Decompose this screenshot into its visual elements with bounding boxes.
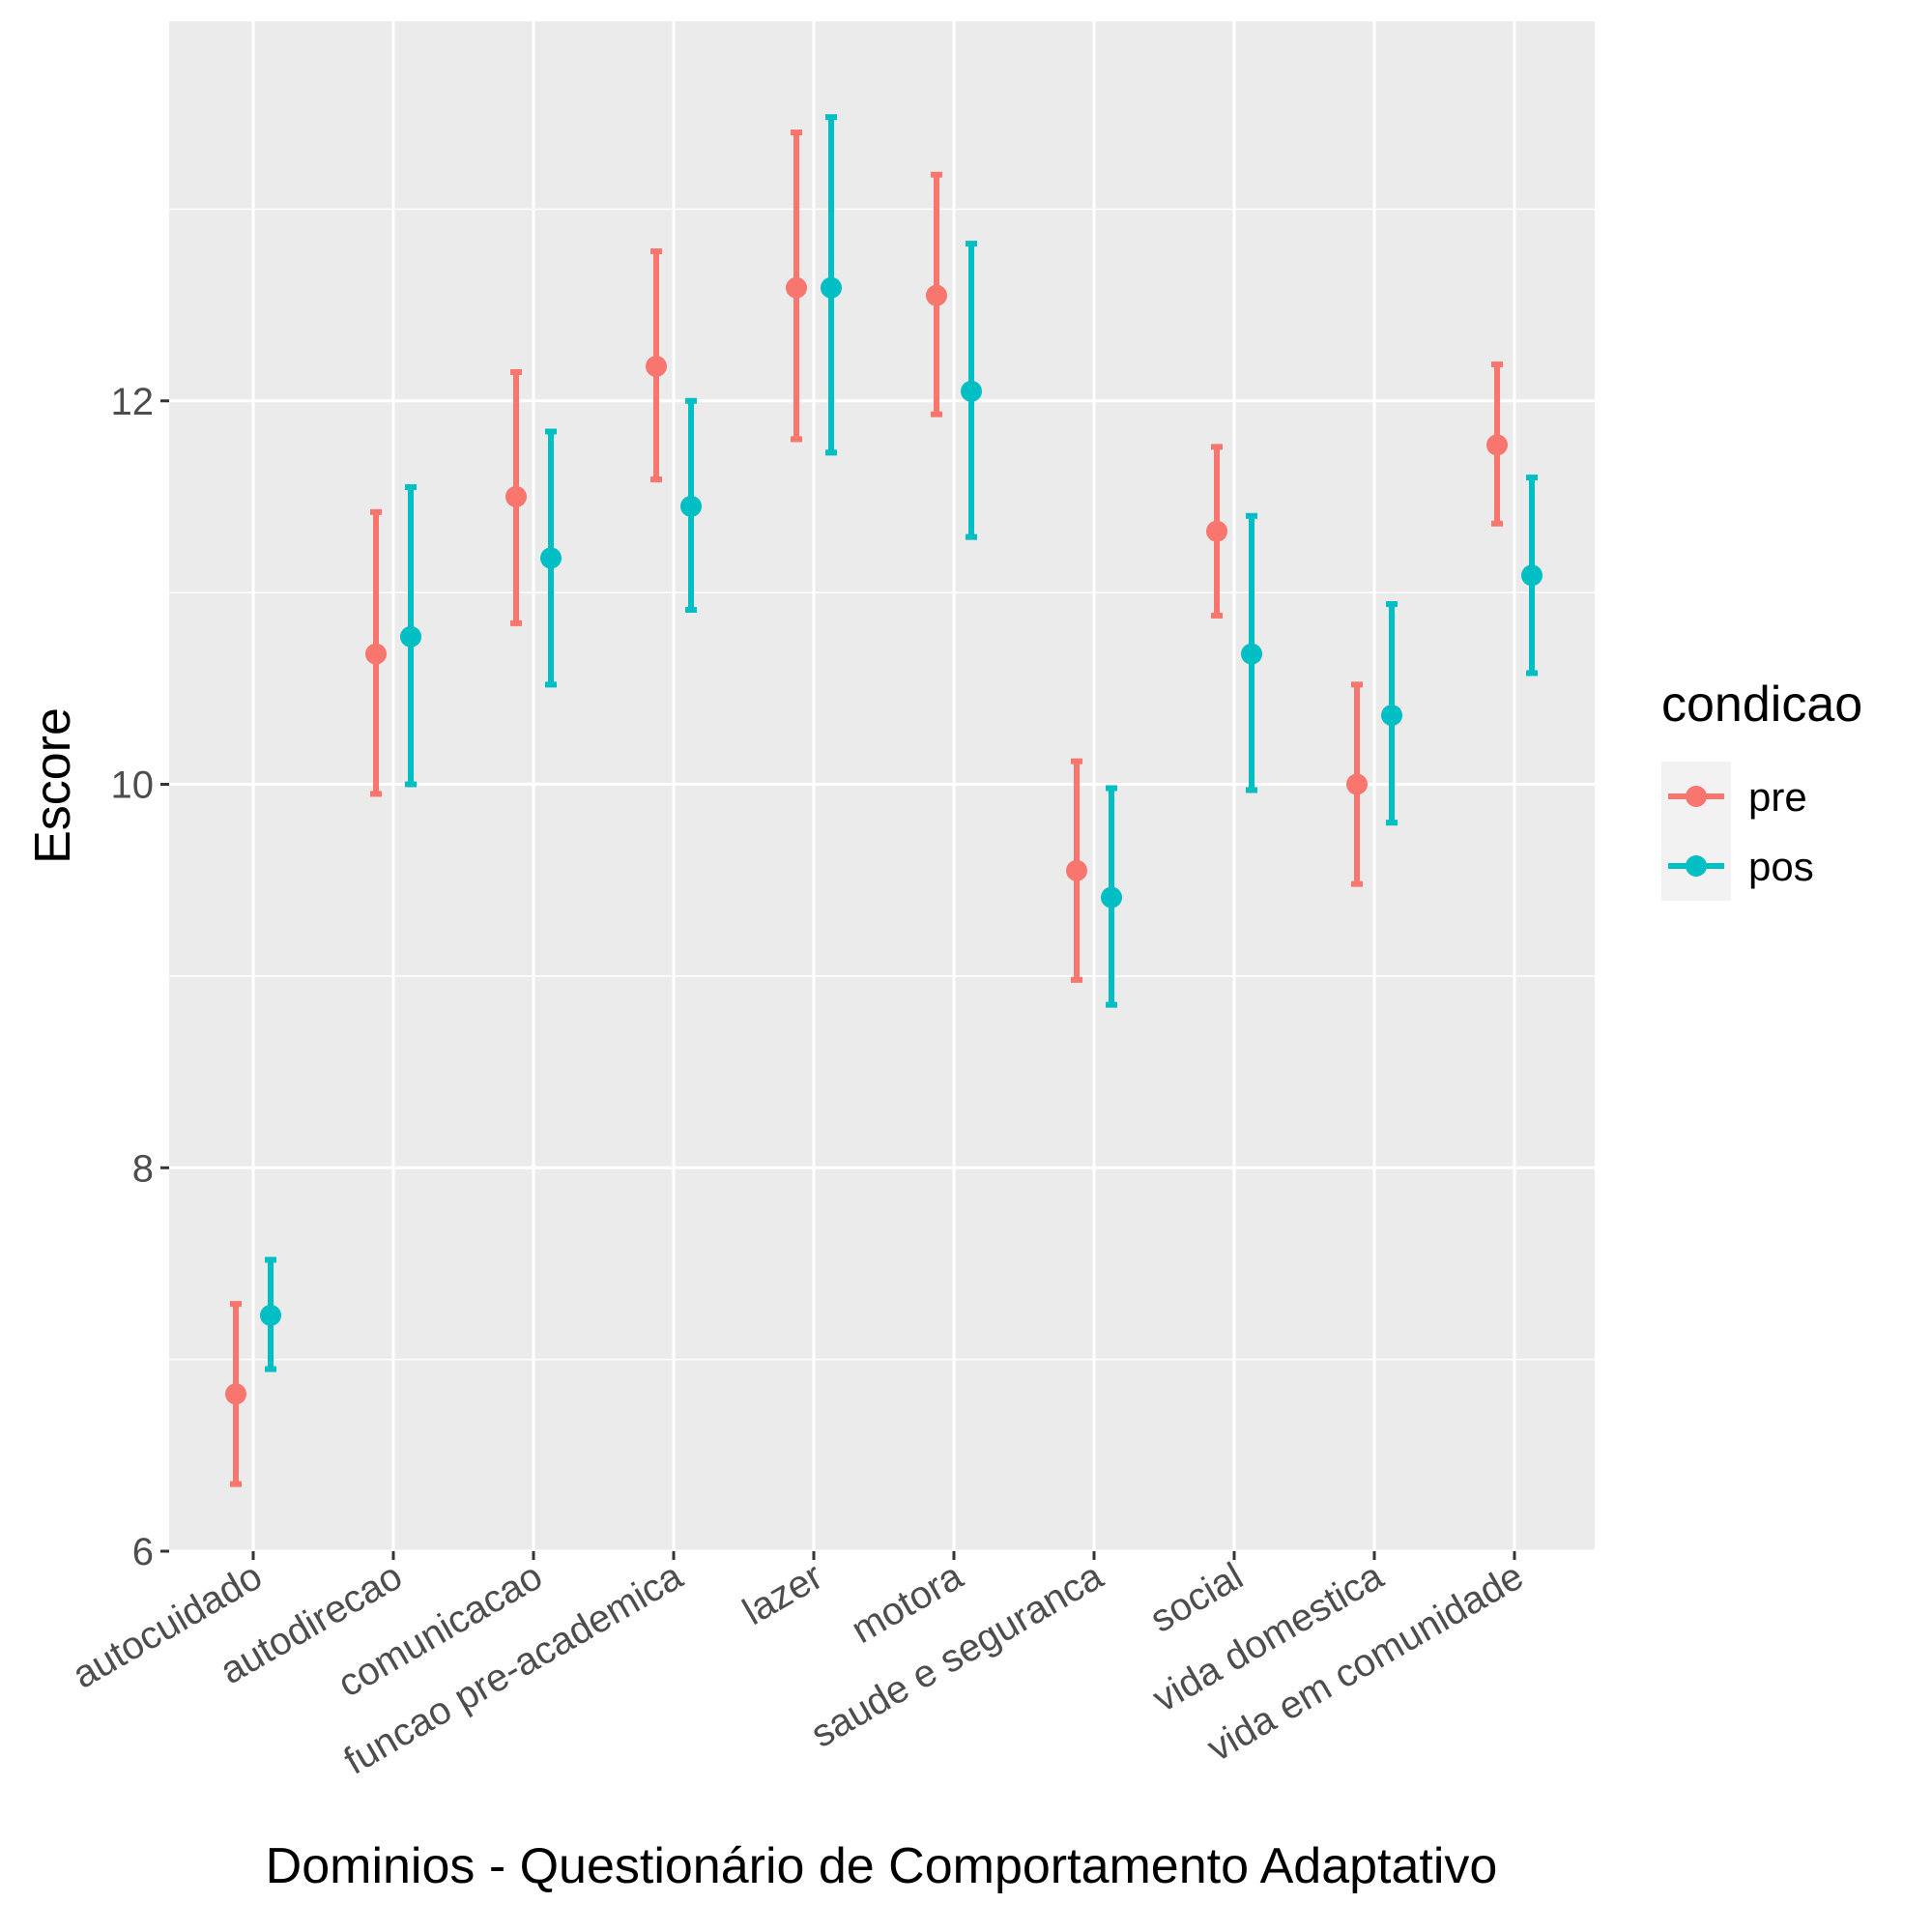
point-pre: [926, 284, 947, 306]
legend-label-pos: pos: [1748, 844, 1814, 889]
point-pos: [540, 547, 562, 569]
point-pos: [821, 276, 842, 299]
point-pre: [365, 643, 387, 665]
point-pre: [505, 485, 527, 507]
grid-minor: [169, 208, 1595, 1361]
point-pos: [260, 1305, 281, 1327]
point-pos: [400, 625, 421, 648]
point-pre: [225, 1383, 246, 1405]
x-axis: autocuidadoautodirecaocomunicacaofuncao …: [66, 1551, 1531, 1783]
data-marks: [225, 114, 1543, 1487]
y-tick-label: 10: [111, 764, 155, 807]
y-tick-label: 6: [132, 1531, 154, 1573]
legend: condicao pre pos: [1661, 677, 1862, 901]
legend-label-pre: pre: [1748, 774, 1807, 820]
x-tick-label: lazer: [735, 1555, 829, 1633]
legend-key-point-pre: [1686, 786, 1707, 807]
point-pos: [1241, 643, 1262, 665]
y-tick-label: 8: [132, 1147, 154, 1190]
point-pre: [646, 356, 667, 378]
legend-keys: pre pos: [1661, 762, 1814, 901]
point-pre: [786, 276, 807, 299]
point-pre: [1346, 773, 1368, 795]
point-pos: [680, 495, 702, 517]
point-pos: [961, 380, 982, 402]
point-pos: [1521, 564, 1543, 587]
point-pos: [1381, 705, 1402, 727]
point-pre: [1206, 520, 1227, 542]
x-axis-title: Dominios - Questionário de Comportamento…: [266, 1838, 1498, 1894]
point-pre: [1066, 859, 1087, 881]
grid-major: [169, 21, 1595, 1553]
y-axis-title: Escore: [25, 707, 81, 864]
plot-panel: [169, 21, 1595, 1551]
point-pos: [1101, 886, 1122, 908]
y-axis: 6 8 10 12: [111, 381, 169, 1573]
point-pre: [1486, 434, 1508, 456]
y-tick-label: 12: [111, 381, 155, 423]
legend-key-point-pos: [1686, 855, 1707, 877]
x-tick-label: social: [1143, 1555, 1251, 1641]
legend-title: condicao: [1661, 677, 1862, 733]
